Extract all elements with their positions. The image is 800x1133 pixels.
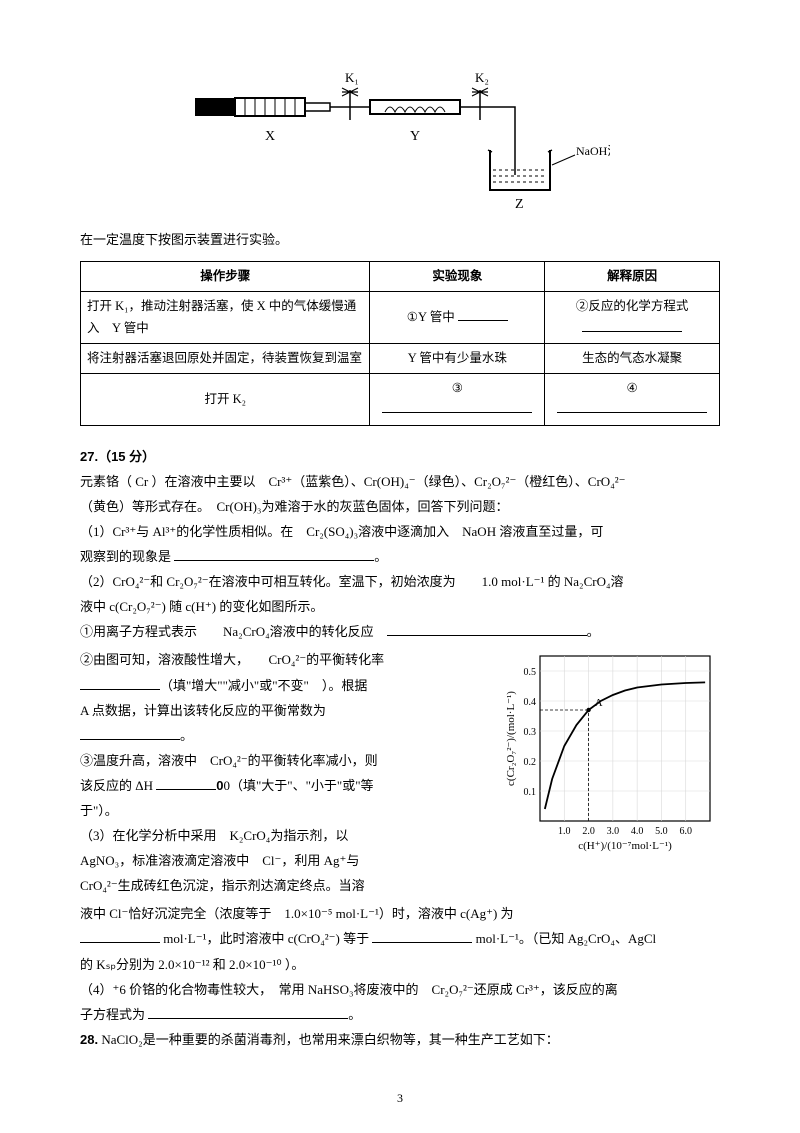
svg-text:0.4: 0.4	[524, 697, 537, 708]
svg-text:0.3: 0.3	[524, 727, 537, 738]
svg-text:0.1: 0.1	[524, 787, 537, 798]
table-row: 将注射器活塞退回原处并固定，待装置恢复到温室 Y 管中有少量水珠 生态的气态水凝…	[81, 343, 720, 373]
cell: 生态的气态水凝聚	[545, 343, 720, 373]
q27-p3e: mol·L⁻¹，此时溶液中 c(CrO₄²⁻) 等于 mol·L⁻¹。（已知 A…	[80, 928, 720, 950]
svg-text:0.2: 0.2	[524, 757, 537, 768]
blank	[582, 319, 682, 332]
cell: Y 管中有少量水珠	[370, 343, 545, 373]
svg-text:4.0: 4.0	[631, 826, 644, 837]
svg-text:1.0: 1.0	[558, 826, 571, 837]
blank	[387, 623, 587, 636]
q27-title: 27.（15 分）	[80, 446, 720, 468]
q27-p3f: 的 Kₛₚ分别为 2.0×10⁻¹² 和 2.0×10⁻¹⁰ ）。	[80, 954, 720, 976]
q27-p1: （1）Cr³⁺与 Al³⁺的化学性质相似。在 Cr₂(SO₄)₃溶液中逐滴加入 …	[80, 521, 720, 543]
blank	[174, 548, 374, 561]
q27-p3c: CrO₄²⁻生成砖红色沉淀，指示剂达滴定终点。当溶	[80, 875, 490, 897]
diagram-caption: 在一定温度下按图示装置进行实验。	[80, 229, 720, 251]
q27-p2-2c: A 点数据，计算出该转化反应的平衡常数为	[80, 700, 490, 722]
q27-p3b: AgNO₃，标准溶液滴定溶液中 Cl⁻，利用 Ag⁺与	[80, 850, 490, 872]
q27-p3a: （3）在化学分析中采用 K₂CrO₄为指示剂，以	[80, 825, 490, 847]
q27-p3d: 液中 Cl⁻恰好沉淀完全（浓度等于 1.0×10⁻⁵ mol·L⁻¹）时，溶液中…	[80, 903, 720, 925]
q27-p2-3a: ③温度升高，溶液中 CrO₄²⁻的平衡转化率减小，则	[80, 750, 490, 772]
table-row: 打开 K₂ ③ ④	[81, 374, 720, 426]
blank-line: 。	[80, 725, 490, 747]
question-27: 27.（15 分） 元素铬（ Cr ）在溶液中主要以 Cr³⁺（蓝紫色）、Cr(…	[80, 446, 720, 1026]
svg-text:c(Cr₂O₇²⁻)/(mol·L⁻¹): c(Cr₂O₇²⁻)/(mol·L⁻¹)	[505, 691, 517, 786]
svg-text:A: A	[595, 697, 603, 709]
cell: 打开 K₁，推动注射器活塞，使 X 中的气体缓慢通入 Y 管中	[81, 292, 370, 344]
q27-p2-2b: （填"增大""减小"或"不变" ）。根据	[80, 675, 490, 697]
svg-text:6.0: 6.0	[679, 826, 692, 837]
cell: ②反应的化学方程式	[545, 292, 720, 344]
cell: 打开 K₂	[81, 374, 370, 426]
experiment-table: 操作步骤 实验现象 解释原因 打开 K₁，推动注射器活塞，使 X 中的气体缓慢通…	[80, 261, 720, 426]
blank	[372, 930, 472, 943]
equilibrium-chart: 0.1 0.2 0.3 0.4 0.5 1.0 2.0 3.0 4.0 5.0 6.0 Ac(H⁺)/…	[500, 646, 720, 863]
q27-p4a: （4）⁺6 价铬的化合物毒性较大， 常用 NaHSO₃将废液中的 Cr₂O₇²⁻…	[80, 979, 720, 1001]
k2-label: K₂	[475, 70, 489, 85]
q27-p4b: 子方程式为 。	[80, 1004, 720, 1026]
cell: ③	[370, 374, 545, 426]
q27-p2-2a: ②由图可知，溶液酸性增大， CrO₄²⁻的平衡转化率	[80, 649, 490, 671]
svg-text:3.0: 3.0	[607, 826, 620, 837]
z-label: Z	[515, 197, 524, 210]
naoh-label: NaOH溶液	[576, 143, 610, 158]
q27-intro: 元素铬（ Cr ）在溶液中主要以 Cr³⁺（蓝紫色）、Cr(OH)₄⁻（绿色）、…	[80, 471, 720, 493]
blank	[557, 401, 707, 414]
q27-intro: （黄色）等形式存在。 Cr(OH)₃为难溶于水的灰蓝色固体，回答下列问题：	[80, 496, 720, 518]
q27-p1b: 观察到的现象是 。	[80, 546, 720, 568]
svg-text:2.0: 2.0	[582, 826, 595, 837]
q27-p2-3d: 于"）。	[80, 800, 490, 822]
question-28: 28. NaClO₂是一种重要的杀菌消毒剂，也常用来漂白织物等，其一种生产工艺如…	[80, 1029, 720, 1051]
blank	[458, 309, 508, 322]
blank	[80, 677, 160, 690]
q27-p2-1: ①用离子方程式表示 Na₂CrO₄溶液中的转化反应 。	[80, 621, 720, 643]
page-number: 3	[0, 1088, 800, 1108]
svg-text:c(H⁺)/(10⁻⁷mol·L⁻¹): c(H⁺)/(10⁻⁷mol·L⁻¹)	[578, 840, 672, 852]
q27-p2: （2）CrO₄²⁻和 Cr₂O₇²⁻在溶液中可相互转化。室温下，初始浓度为 1.…	[80, 571, 720, 593]
svg-text:5.0: 5.0	[655, 826, 668, 837]
k1-label: K₁	[345, 70, 359, 85]
table-row: 打开 K₁，推动注射器活塞，使 X 中的气体缓慢通入 Y 管中 ①Y 管中 ②反…	[81, 292, 720, 344]
x-label: X	[265, 129, 275, 144]
cell: ①Y 管中	[370, 292, 545, 344]
q28-text: NaClO₂是一种重要的杀菌消毒剂，也常用来漂白织物等，其一种生产工艺如下：	[101, 1032, 558, 1047]
apparatus-diagram: K₁ K₂ NaOH溶液 X Y Z	[80, 50, 720, 217]
svg-text:0.5: 0.5	[524, 667, 537, 678]
blank	[382, 401, 532, 414]
th-step: 操作步骤	[81, 262, 370, 292]
blank	[80, 727, 180, 740]
th-reason: 解释原因	[545, 262, 720, 292]
blank	[156, 777, 216, 790]
cell: ④	[545, 374, 720, 426]
blank	[80, 930, 160, 943]
blank	[148, 1006, 348, 1019]
cell: 将注射器活塞退回原处并固定，待装置恢复到温室	[81, 343, 370, 373]
q27-p2-3b: 该反应的 ΔH 00（填"大于"、"小于"或"等	[80, 775, 490, 797]
q27-p2b: 液中 c(Cr₂O₇²⁻) 随 c(H⁺) 的变化如图所示。	[80, 596, 720, 618]
th-phenom: 实验现象	[370, 262, 545, 292]
y-label: Y	[410, 129, 420, 144]
